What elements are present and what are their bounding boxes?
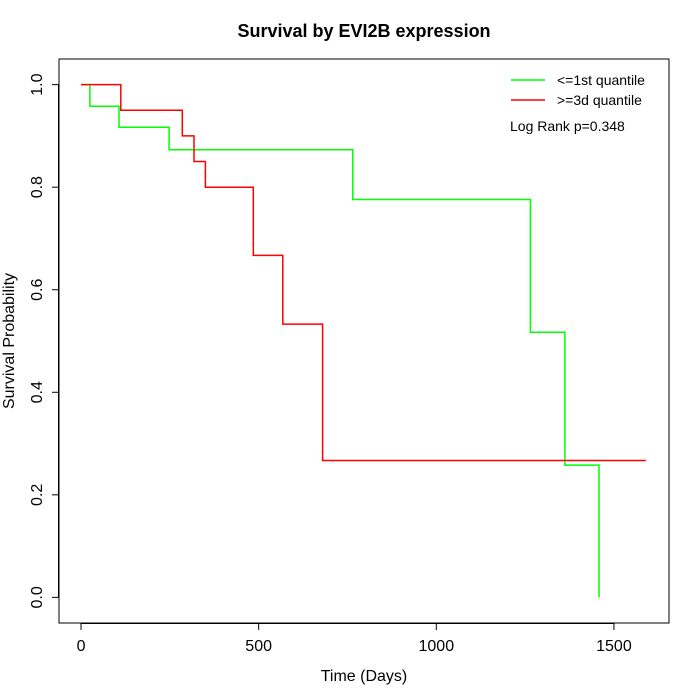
y-axis: 0.0 0.2 0.4 0.6 0.8 1.0 [29,73,59,608]
legend-label: <=1st quantile [557,72,645,88]
plot-frame [58,58,670,624]
series-layer [81,83,646,598]
series-line-1 [81,83,646,462]
y-tick-label: 1.0 [29,73,46,95]
x-tick-label: 1000 [419,638,455,655]
y-tick-label: 0.4 [29,381,46,403]
x-tick-label: 1500 [596,638,632,655]
log-rank-annotation: Log Rank p=0.348 [510,118,625,134]
x-axis: 0 500 1000 1500 [77,623,632,655]
y-tick-label: 0.2 [29,484,46,506]
legend-label: >=3d quantile [557,92,642,108]
y-tick-label: 0.0 [29,586,46,608]
series-line-0 [81,83,600,598]
x-tick-label: 0 [77,638,86,655]
chart-title: Survival by EVI2B expression [237,21,490,41]
y-tick-label: 0.8 [29,176,46,198]
legend: <=1st quantile >=3d quantile [511,72,645,108]
y-axis-label: Survival Probability [1,273,18,409]
y-tick-label: 0.6 [29,279,46,301]
x-tick-label: 500 [245,638,272,655]
x-axis-label: Time (Days) [321,668,408,685]
